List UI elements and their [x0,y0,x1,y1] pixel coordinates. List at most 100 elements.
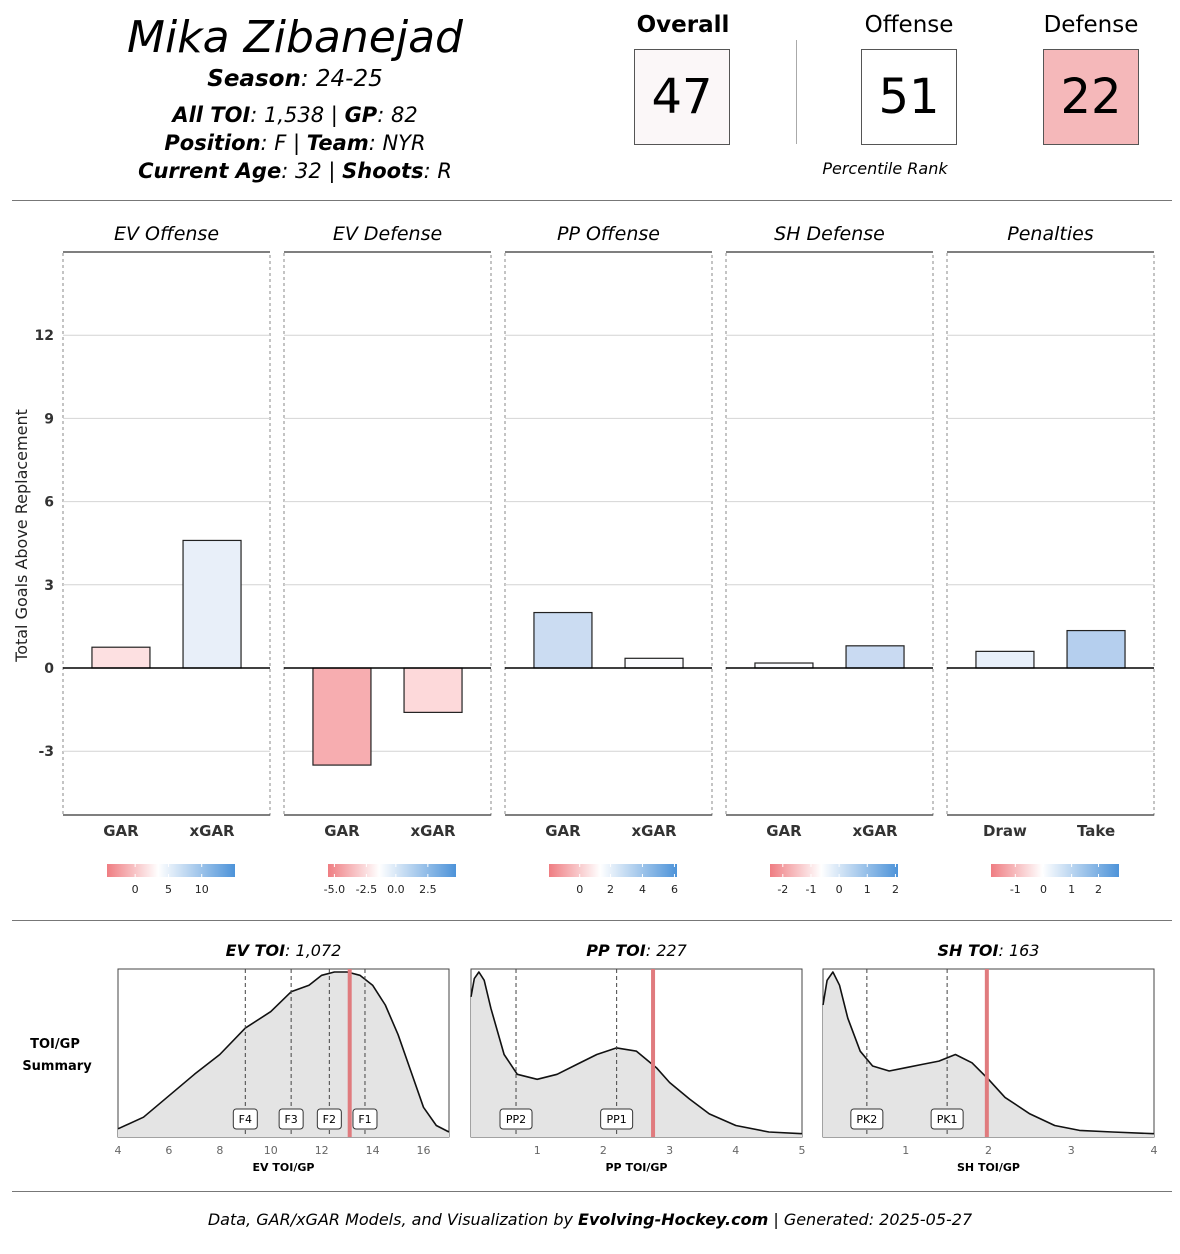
toi-x-axis-label: EV TOI/GP [253,1161,315,1174]
toi-x-tick-label: 2 [985,1144,992,1157]
panel-frame [725,251,934,816]
player-name: Mika Zibanejad [127,12,463,63]
density-curve [117,971,450,1133]
bar-xgar [845,645,905,669]
x-category-label: xGAR [410,822,456,840]
line-marker-label: F4 [239,1113,252,1126]
defense-label: Defense [1043,12,1139,38]
legend-tick-label: 0 [1040,883,1047,896]
defense-score-box: 22 [1043,49,1139,145]
x-category-label: GAR [545,822,581,840]
x-category-label: xGAR [631,822,677,840]
color-legend-bar [770,864,898,877]
panel-title: EV Offense [114,223,219,245]
legend-tick-label: -1 [805,883,816,896]
density-curve [822,971,1155,1135]
team-value: : NYR [368,131,426,155]
line-marker-label: F2 [323,1113,336,1126]
bar-xgar [182,539,242,669]
legend-tick-label: 4 [639,883,646,896]
line-marker-label: PK1 [937,1113,958,1126]
row-label-toi-gp: TOI/GP [30,1037,80,1052]
toi-panel-title: PP TOI: 227 [586,941,687,960]
legend-tick-label: 0 [836,883,843,896]
panel-title: SH Defense [774,223,885,245]
toi-title-bold: PP TOI [586,941,646,960]
row-label-summary: Summary [22,1059,92,1074]
toi-x-tick-label: 4 [732,1144,739,1157]
toi-x-tick-label: 4 [1151,1144,1158,1157]
gp-label: GP [344,103,378,127]
line-marker-label: PP1 [607,1113,627,1126]
panel-frame [504,251,713,816]
shoots-value: : R [423,159,452,183]
percentile-rank-label: Percentile Rank [822,159,948,178]
toi-density-chart: TOI/GP Summary EV TOI: 1,072 F4 F3 F2 F1 4 6 8 10 1… [22,941,1158,1174]
line-marker-box [850,1108,884,1130]
color-legend-bar [107,864,235,877]
panel-frame [62,251,271,816]
panel-frame [946,251,1155,816]
line-marker-box [278,1108,304,1130]
density-area [118,972,449,1137]
toi-label: All TOI [172,103,251,127]
toi-x-tick-label: 14 [366,1144,380,1157]
y-tick-label: 9 [44,411,54,427]
color-legend-bar [549,864,677,877]
panel-title: PP Offense [557,223,660,245]
shoots-label: Shoots [342,159,424,183]
overall-label: Overall [636,12,730,38]
legend-tick-label: 1 [864,883,871,896]
legend-tick-label: -2 [777,883,788,896]
season-value: : 24-25 [300,66,383,92]
footer-divider [12,1191,1172,1192]
legend-tick-label: 1 [1068,883,1075,896]
score-divider [796,40,797,144]
position-team-line: Position: F | Team: NYR [0,131,590,155]
gp-value: : 82 [377,103,418,127]
y-tick-label: 0 [44,661,54,677]
offense-label: Offense [864,12,954,38]
x-category-label: GAR [103,822,139,840]
footer: Data, GAR/xGAR Models, and Visualization… [0,1210,1180,1229]
overall-score-box: 47 [634,49,730,145]
team-label: Team [306,131,369,155]
legend-tick-label: 6 [671,883,678,896]
legend-tick-label: 0 [576,883,583,896]
toi-gp-line: All TOI: 1,538 | GP: 82 [0,103,590,127]
footer-suffix: | Generated: 2025-05-27 [768,1210,973,1229]
line-marker-box [499,1108,533,1130]
legend-tick-label: 2 [607,883,614,896]
line-marker-label: PP2 [506,1113,526,1126]
toi-panel-title: EV TOI: 1,072 [226,941,342,960]
color-legend-bar [328,864,456,877]
season-label: Season [207,66,301,92]
x-category-label: Take [1077,822,1115,840]
legend-tick-label: 2.5 [419,883,437,896]
panel-title: EV Defense [333,223,442,245]
bar-gar [312,667,372,766]
toi-title-value: : 227 [646,941,688,960]
toi-title-value: : 163 [998,941,1039,960]
toi-panel-title: SH TOI: 163 [938,941,1040,960]
bar-take [1066,629,1126,669]
y-tick-label: -3 [38,744,54,760]
age-shoots-line: Current Age: 32 | Shoots: R [0,159,590,183]
legend-tick-label: 0.0 [387,883,405,896]
x-category-label: Draw [983,822,1027,840]
toi-x-axis-label: PP TOI/GP [605,1161,667,1174]
density-area [471,972,802,1137]
toi-x-tick-label: 5 [799,1144,806,1157]
toi-x-tick-label: 16 [417,1144,431,1157]
bar-draw [975,650,1035,669]
header-divider [12,200,1172,201]
toi-value: : 1,538 | [250,103,345,127]
line-marker-box [600,1108,634,1130]
season-line: Season: 24-25 [0,66,590,92]
y-axis-label: Total Goals Above Replacement [12,409,31,663]
bar-gar [91,646,151,669]
toi-title-bold: SH TOI [938,941,999,960]
legend-tick-label: 0 [132,883,139,896]
age-value: : 32 | [281,159,343,183]
middle-divider [12,920,1172,921]
